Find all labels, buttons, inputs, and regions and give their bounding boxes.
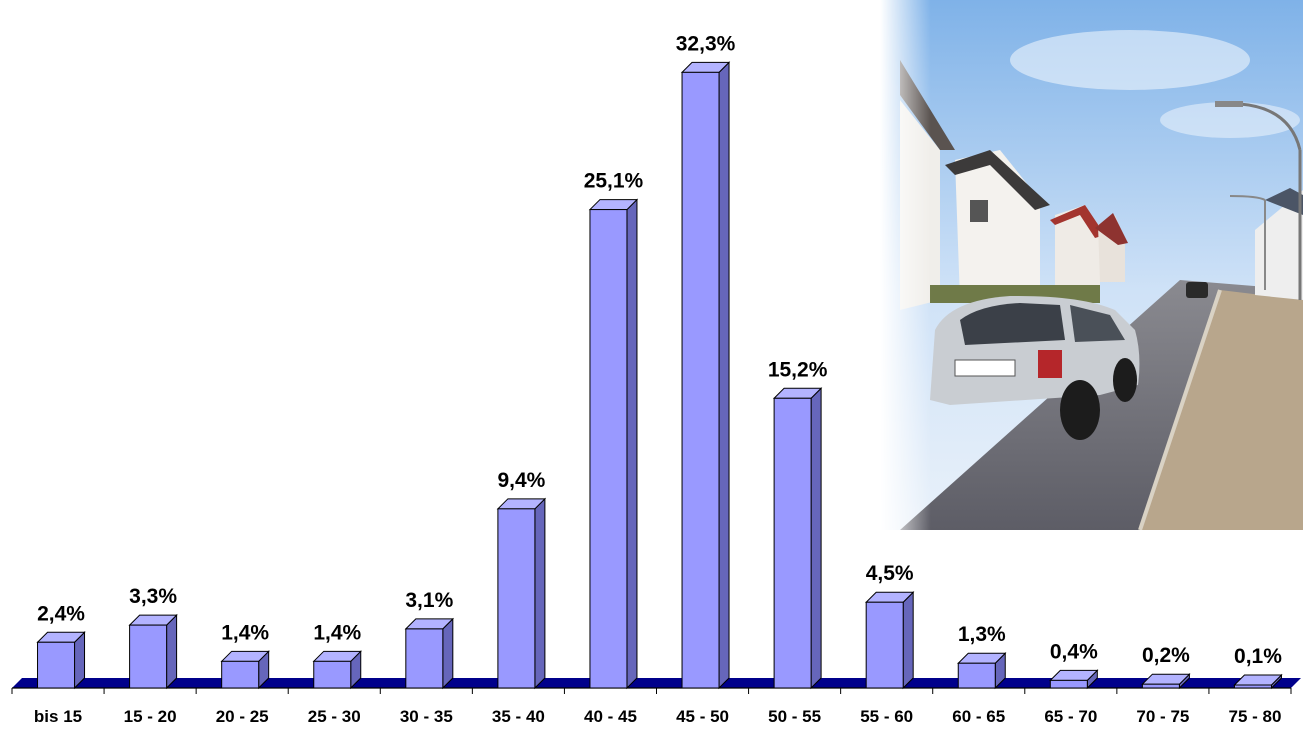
x-tick-label: bis 15	[34, 707, 82, 726]
bar	[496, 497, 547, 690]
category-axis: bis 15 15 - 20 20 - 25 25 - 30 30 - 35 35 - 4…	[11, 688, 1292, 726]
bar-side	[534, 497, 546, 690]
x-tick-label: 40 - 45	[584, 707, 637, 726]
x-tick-label: 70 - 75	[1136, 707, 1189, 726]
x-tick-label: 60 - 65	[952, 707, 1005, 726]
bar-front	[957, 662, 996, 689]
bar	[128, 613, 178, 690]
data-label: 15,2%	[768, 358, 828, 381]
bar-front	[497, 508, 536, 689]
bar-front	[405, 628, 444, 689]
chart-floor	[12, 678, 1301, 689]
data-label: 0,4%	[1050, 640, 1098, 663]
data-label: 3,3%	[129, 585, 177, 608]
bar-side	[442, 617, 454, 690]
bar-front	[865, 601, 904, 689]
x-tick-label: 65 - 70	[1044, 707, 1097, 726]
bar-side	[902, 591, 914, 690]
data-label: 32,3%	[676, 32, 736, 55]
bar	[772, 387, 823, 690]
bar-front	[773, 397, 812, 689]
data-label: 25,1%	[584, 170, 644, 193]
bar	[1049, 669, 1099, 690]
x-tick-label: 25 - 30	[308, 707, 361, 726]
bar	[588, 198, 639, 690]
data-label: 9,4%	[497, 469, 545, 492]
street-photo-image	[880, 0, 1303, 531]
bar-front	[1141, 683, 1180, 689]
value-labels-group: 2,4% 3,3% 1,4% 1,4% 3,1% 9,4% 25,1% 32,3% 15,2% 4…	[37, 32, 1282, 668]
bar-side	[718, 61, 730, 690]
x-tick-label: 20 - 25	[216, 707, 269, 726]
data-label: 4,5%	[866, 562, 914, 585]
x-tick-label: 35 - 40	[492, 707, 545, 726]
x-tick-label: 45 - 50	[676, 707, 729, 726]
data-label: 1,3%	[958, 623, 1006, 646]
bar-front	[313, 660, 352, 689]
bar	[404, 617, 455, 690]
floor-top	[12, 678, 1301, 688]
bar	[36, 631, 86, 690]
bar-front	[1049, 679, 1088, 689]
data-label: 3,1%	[405, 589, 453, 612]
bar-front	[589, 209, 628, 689]
bar-front	[221, 660, 260, 689]
x-tick-label: 15 - 20	[124, 707, 177, 726]
bar-front	[681, 71, 720, 689]
data-label: 0,1%	[1234, 645, 1282, 668]
bars-group	[36, 61, 1283, 690]
bar-side	[626, 198, 638, 690]
bar	[957, 652, 1007, 690]
bar-front	[37, 641, 76, 689]
bar	[1233, 673, 1283, 690]
x-tick-label: 55 - 60	[860, 707, 913, 726]
bar-side	[166, 613, 178, 690]
data-label: 2,4%	[37, 602, 85, 625]
data-label: 1,4%	[313, 621, 361, 644]
bar	[312, 650, 362, 690]
bar-front	[1233, 684, 1272, 689]
bar	[864, 591, 915, 690]
data-label: 0,2%	[1142, 644, 1190, 667]
car-illustration	[930, 295, 1140, 440]
x-tick-label: 30 - 35	[400, 707, 453, 726]
x-tick-label: 50 - 55	[768, 707, 821, 726]
bar	[1141, 672, 1191, 690]
bar	[680, 61, 731, 690]
bar	[220, 650, 270, 690]
bar-front	[129, 624, 168, 689]
bar-side	[810, 387, 822, 690]
data-label: 1,4%	[221, 621, 269, 644]
x-tick-label: 75 - 80	[1228, 707, 1281, 726]
